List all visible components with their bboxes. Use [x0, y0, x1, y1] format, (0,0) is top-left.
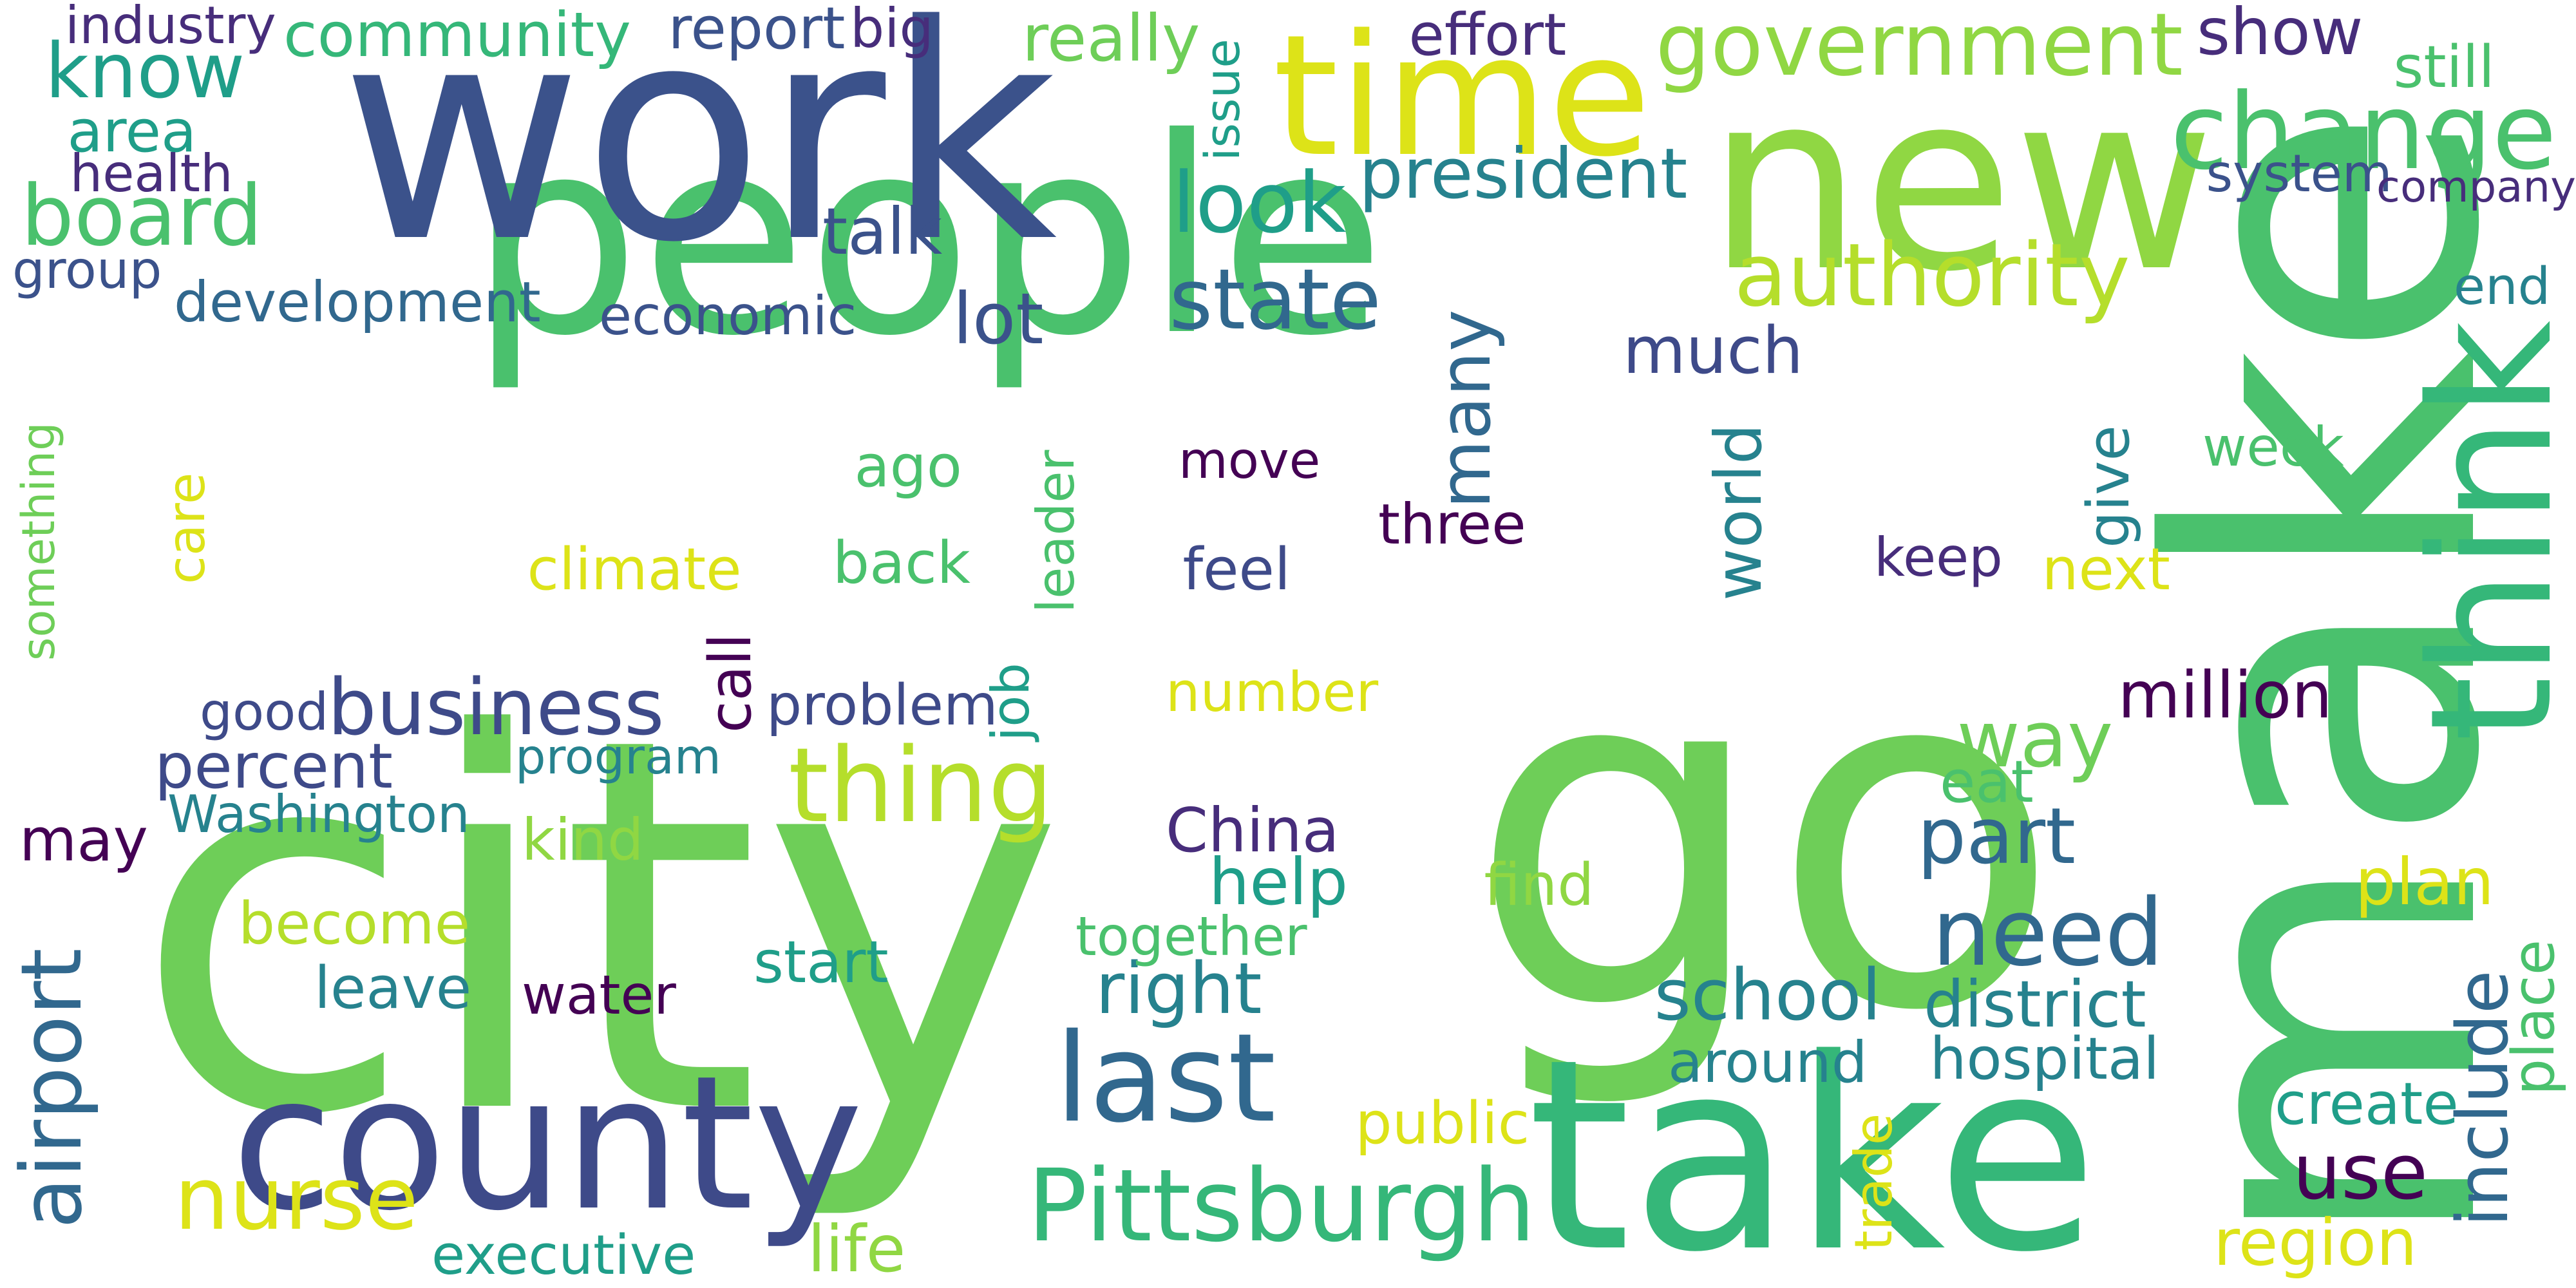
- word-something: something: [12, 421, 65, 661]
- word-place: place: [2500, 939, 2568, 1095]
- word-health: health: [70, 144, 233, 204]
- word-move: move: [1179, 430, 1321, 490]
- word-part: part: [1917, 792, 2076, 882]
- word-care: care: [156, 472, 216, 584]
- word-state: state: [1169, 251, 1381, 348]
- word-program: program: [515, 728, 721, 785]
- word-feel: feel: [1182, 536, 1291, 603]
- word-system: system: [2206, 144, 2392, 204]
- word-become: become: [238, 890, 471, 958]
- word-many: many: [1424, 309, 1506, 509]
- word-community: community: [283, 0, 631, 71]
- word-people: people: [469, 80, 1386, 395]
- word-problem: problem: [766, 672, 998, 738]
- word-hospital: hospital: [1929, 1025, 2160, 1093]
- word-number: number: [1166, 659, 1379, 724]
- word-china: China: [1166, 795, 1340, 866]
- word-world: world: [1701, 423, 1776, 601]
- word-plan: plan: [2355, 844, 2494, 920]
- word-use: use: [2293, 1127, 2428, 1217]
- word-company: company: [2376, 161, 2576, 212]
- word-really: really: [1022, 1, 1200, 76]
- word-still: still: [2393, 33, 2495, 101]
- word-start: start: [753, 929, 889, 996]
- word-week: week: [2202, 415, 2344, 478]
- word-county: county: [231, 1035, 864, 1251]
- word-time: time: [1273, 0, 1651, 194]
- word-water: water: [522, 963, 676, 1027]
- word-give: give: [2075, 424, 2143, 548]
- word-report: report: [668, 0, 846, 62]
- word-president: president: [1359, 133, 1688, 214]
- word-leader: leader: [1026, 450, 1086, 613]
- word-percent: percent: [155, 729, 393, 802]
- word-authority: authority: [1734, 225, 2130, 326]
- word-kind: kind: [522, 806, 644, 874]
- word-government: government: [1655, 0, 2183, 95]
- word-change: change: [2170, 71, 2557, 193]
- word-last: last: [1055, 1007, 1276, 1150]
- word-eat: eat: [1940, 748, 2034, 816]
- word-climate: climate: [527, 536, 742, 603]
- word-pittsburgh: Pittsburgh: [1027, 1148, 1536, 1264]
- word-lot: lot: [952, 278, 1044, 360]
- word-leave: leave: [314, 954, 472, 1022]
- word-life: life: [808, 1211, 906, 1287]
- word-million: million: [2117, 658, 2333, 733]
- word-around: around: [1668, 1029, 1868, 1095]
- word-may: may: [19, 806, 148, 875]
- word-next: next: [2041, 536, 2170, 603]
- word-create: create: [2275, 1070, 2459, 1138]
- word-right: right: [1095, 947, 1262, 1030]
- word-ago: ago: [854, 433, 962, 500]
- word-public: public: [1355, 1090, 1530, 1157]
- word-much: much: [1623, 313, 1804, 388]
- word-keep: keep: [1874, 526, 2003, 589]
- word-thing: thing: [788, 725, 1054, 846]
- word-find: find: [1484, 851, 1595, 919]
- word-region: region: [2213, 1205, 2418, 1280]
- word-big: big: [850, 0, 934, 60]
- word-board: board: [21, 167, 263, 265]
- word-district: district: [1924, 967, 2146, 1042]
- word-area: area: [67, 98, 197, 166]
- word-think: think: [2395, 320, 2576, 742]
- word-way: way: [1956, 696, 2114, 785]
- word-industry: industry: [65, 0, 276, 55]
- word-know: know: [45, 26, 245, 115]
- word-washington: Washington: [167, 784, 470, 844]
- word-city: city: [132, 627, 1066, 1227]
- word-help: help: [1209, 844, 1349, 920]
- word-back: back: [833, 529, 971, 597]
- word-three: three: [1378, 491, 1526, 557]
- word-end: end: [2454, 256, 2551, 316]
- word-new: new: [1707, 40, 2215, 326]
- word-trade: trade: [1844, 1113, 1904, 1251]
- word-airport: airport: [3, 948, 100, 1229]
- word-development: development: [174, 270, 541, 335]
- word-job: job: [981, 663, 1041, 741]
- word-call: call: [697, 632, 764, 733]
- word-work: work: [340, 0, 1057, 307]
- word-business: business: [327, 663, 665, 753]
- word-talk: talk: [822, 194, 943, 269]
- word-together: together: [1075, 905, 1307, 968]
- word-issue: issue: [1195, 39, 1251, 161]
- word-effort: effort: [1408, 1, 1567, 69]
- word-good: good: [200, 681, 329, 742]
- word-need: need: [1932, 878, 2164, 987]
- word-school: school: [1654, 954, 1882, 1036]
- word-economic: economic: [599, 284, 857, 347]
- word-show: show: [2197, 0, 2363, 70]
- word-go: go: [1468, 560, 2062, 1115]
- word-take: take: [1527, 1002, 2099, 1288]
- word-executive: executive: [431, 1223, 696, 1287]
- word-group: group: [12, 240, 162, 300]
- word-nurse: nurse: [174, 1148, 419, 1249]
- word-look: look: [1172, 154, 1347, 252]
